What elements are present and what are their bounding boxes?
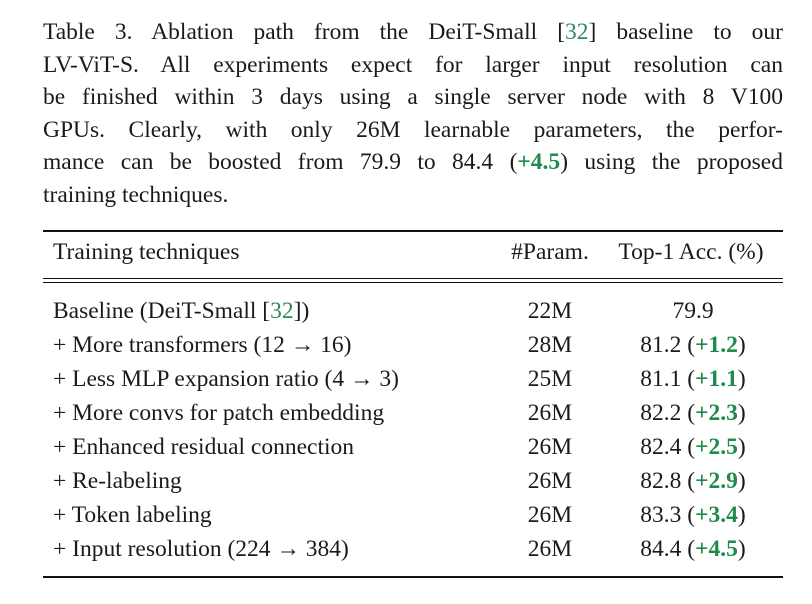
param-cell: 28M <box>527 332 573 358</box>
acc-cell: 81.2 (+1.2) <box>640 332 746 358</box>
param-cell: 26M <box>527 434 573 460</box>
table-row: + Enhanced residual connection 26M 82.4 … <box>43 430 783 464</box>
acc-cell: 82.2 (+2.3) <box>640 400 746 426</box>
header-technique: Training techniques <box>53 239 240 265</box>
param-cell: 26M <box>527 400 573 426</box>
technique-cell: + More convs for patch embedding <box>53 400 385 426</box>
caption-line: mance can be boosted from 79.9 to 84.4 (… <box>43 149 783 176</box>
table-caption: Table 3. Ablation path from the DeiT-Sma… <box>43 16 783 212</box>
gain-value: +1.2 <box>695 332 738 358</box>
table-row: + Less MLP expansion ratio (4 → 3) 25M 8… <box>43 362 783 396</box>
table-header-row: Training techniques #Param. Top-1 Acc. (… <box>43 235 783 269</box>
table-bottom-rule <box>43 576 783 578</box>
technique-cell: + Less MLP expansion ratio (4 → 3) <box>53 366 399 392</box>
acc-cell: 79.9 <box>672 298 714 324</box>
header-acc: Top-1 Acc. (%) <box>618 239 764 265</box>
param-cell: 26M <box>527 468 573 494</box>
table-header-rule-2 <box>43 282 783 284</box>
param-cell: 26M <box>527 502 573 528</box>
param-cell: 22M <box>527 298 573 324</box>
table-row: + Token labeling 26M 83.3 (+3.4) <box>43 498 783 532</box>
gain-value: +2.5 <box>695 434 738 460</box>
param-cell: 26M <box>527 536 573 562</box>
table-row: + More transformers (12 → 16) 28M 81.2 (… <box>43 328 783 362</box>
table-row: + Input resolution (224 → 384) 26M 84.4 … <box>43 532 783 566</box>
caption-line: Table 3. Ablation path from the DeiT-Sma… <box>43 19 783 45</box>
param-cell: 25M <box>527 366 573 392</box>
technique-cell: + Re-labeling <box>53 468 182 494</box>
technique-cell: + Enhanced residual connection <box>53 434 355 460</box>
gain-value: +4.5 <box>695 536 738 562</box>
table-top-rule <box>43 230 783 232</box>
table-row: Baseline (DeiT-Small [32]) 22M 79.9 <box>43 294 783 328</box>
citation-link[interactable]: 32 <box>270 298 294 324</box>
caption-line: LV-ViT-S. All experiments expect for lar… <box>43 51 783 78</box>
acc-cell: 84.4 (+4.5) <box>640 536 746 562</box>
citation-link[interactable]: 32 <box>565 19 589 45</box>
caption-line: training techniques. <box>43 181 229 208</box>
gain-value: +2.3 <box>695 400 738 426</box>
technique-cell: + Input resolution (224 → 384) <box>53 536 349 562</box>
gain-value: +2.9 <box>695 468 738 494</box>
technique-cell: + More transformers (12 → 16) <box>53 332 352 358</box>
technique-cell: + Token labeling <box>53 502 212 528</box>
acc-cell: 81.1 (+1.1) <box>640 366 746 392</box>
table-row: + Re-labeling 26M 82.8 (+2.9) <box>43 464 783 498</box>
technique-cell: Baseline (DeiT-Small [32]) <box>53 298 310 324</box>
caption-gain: +4.5 <box>517 149 561 176</box>
gain-value: +1.1 <box>695 366 738 392</box>
caption-line: GPUs. Clearly, with only 26M learnable p… <box>43 116 783 143</box>
table-header-rule-1 <box>43 278 783 280</box>
caption-line: be finished within 3 days using a single… <box>43 84 783 111</box>
acc-cell: 82.8 (+2.9) <box>640 468 746 494</box>
header-param: #Param. <box>511 239 589 265</box>
acc-cell: 82.4 (+2.5) <box>640 434 746 460</box>
table-row: + More convs for patch embedding 26M 82.… <box>43 396 783 430</box>
gain-value: +3.4 <box>695 502 738 528</box>
acc-cell: 83.3 (+3.4) <box>640 502 746 528</box>
